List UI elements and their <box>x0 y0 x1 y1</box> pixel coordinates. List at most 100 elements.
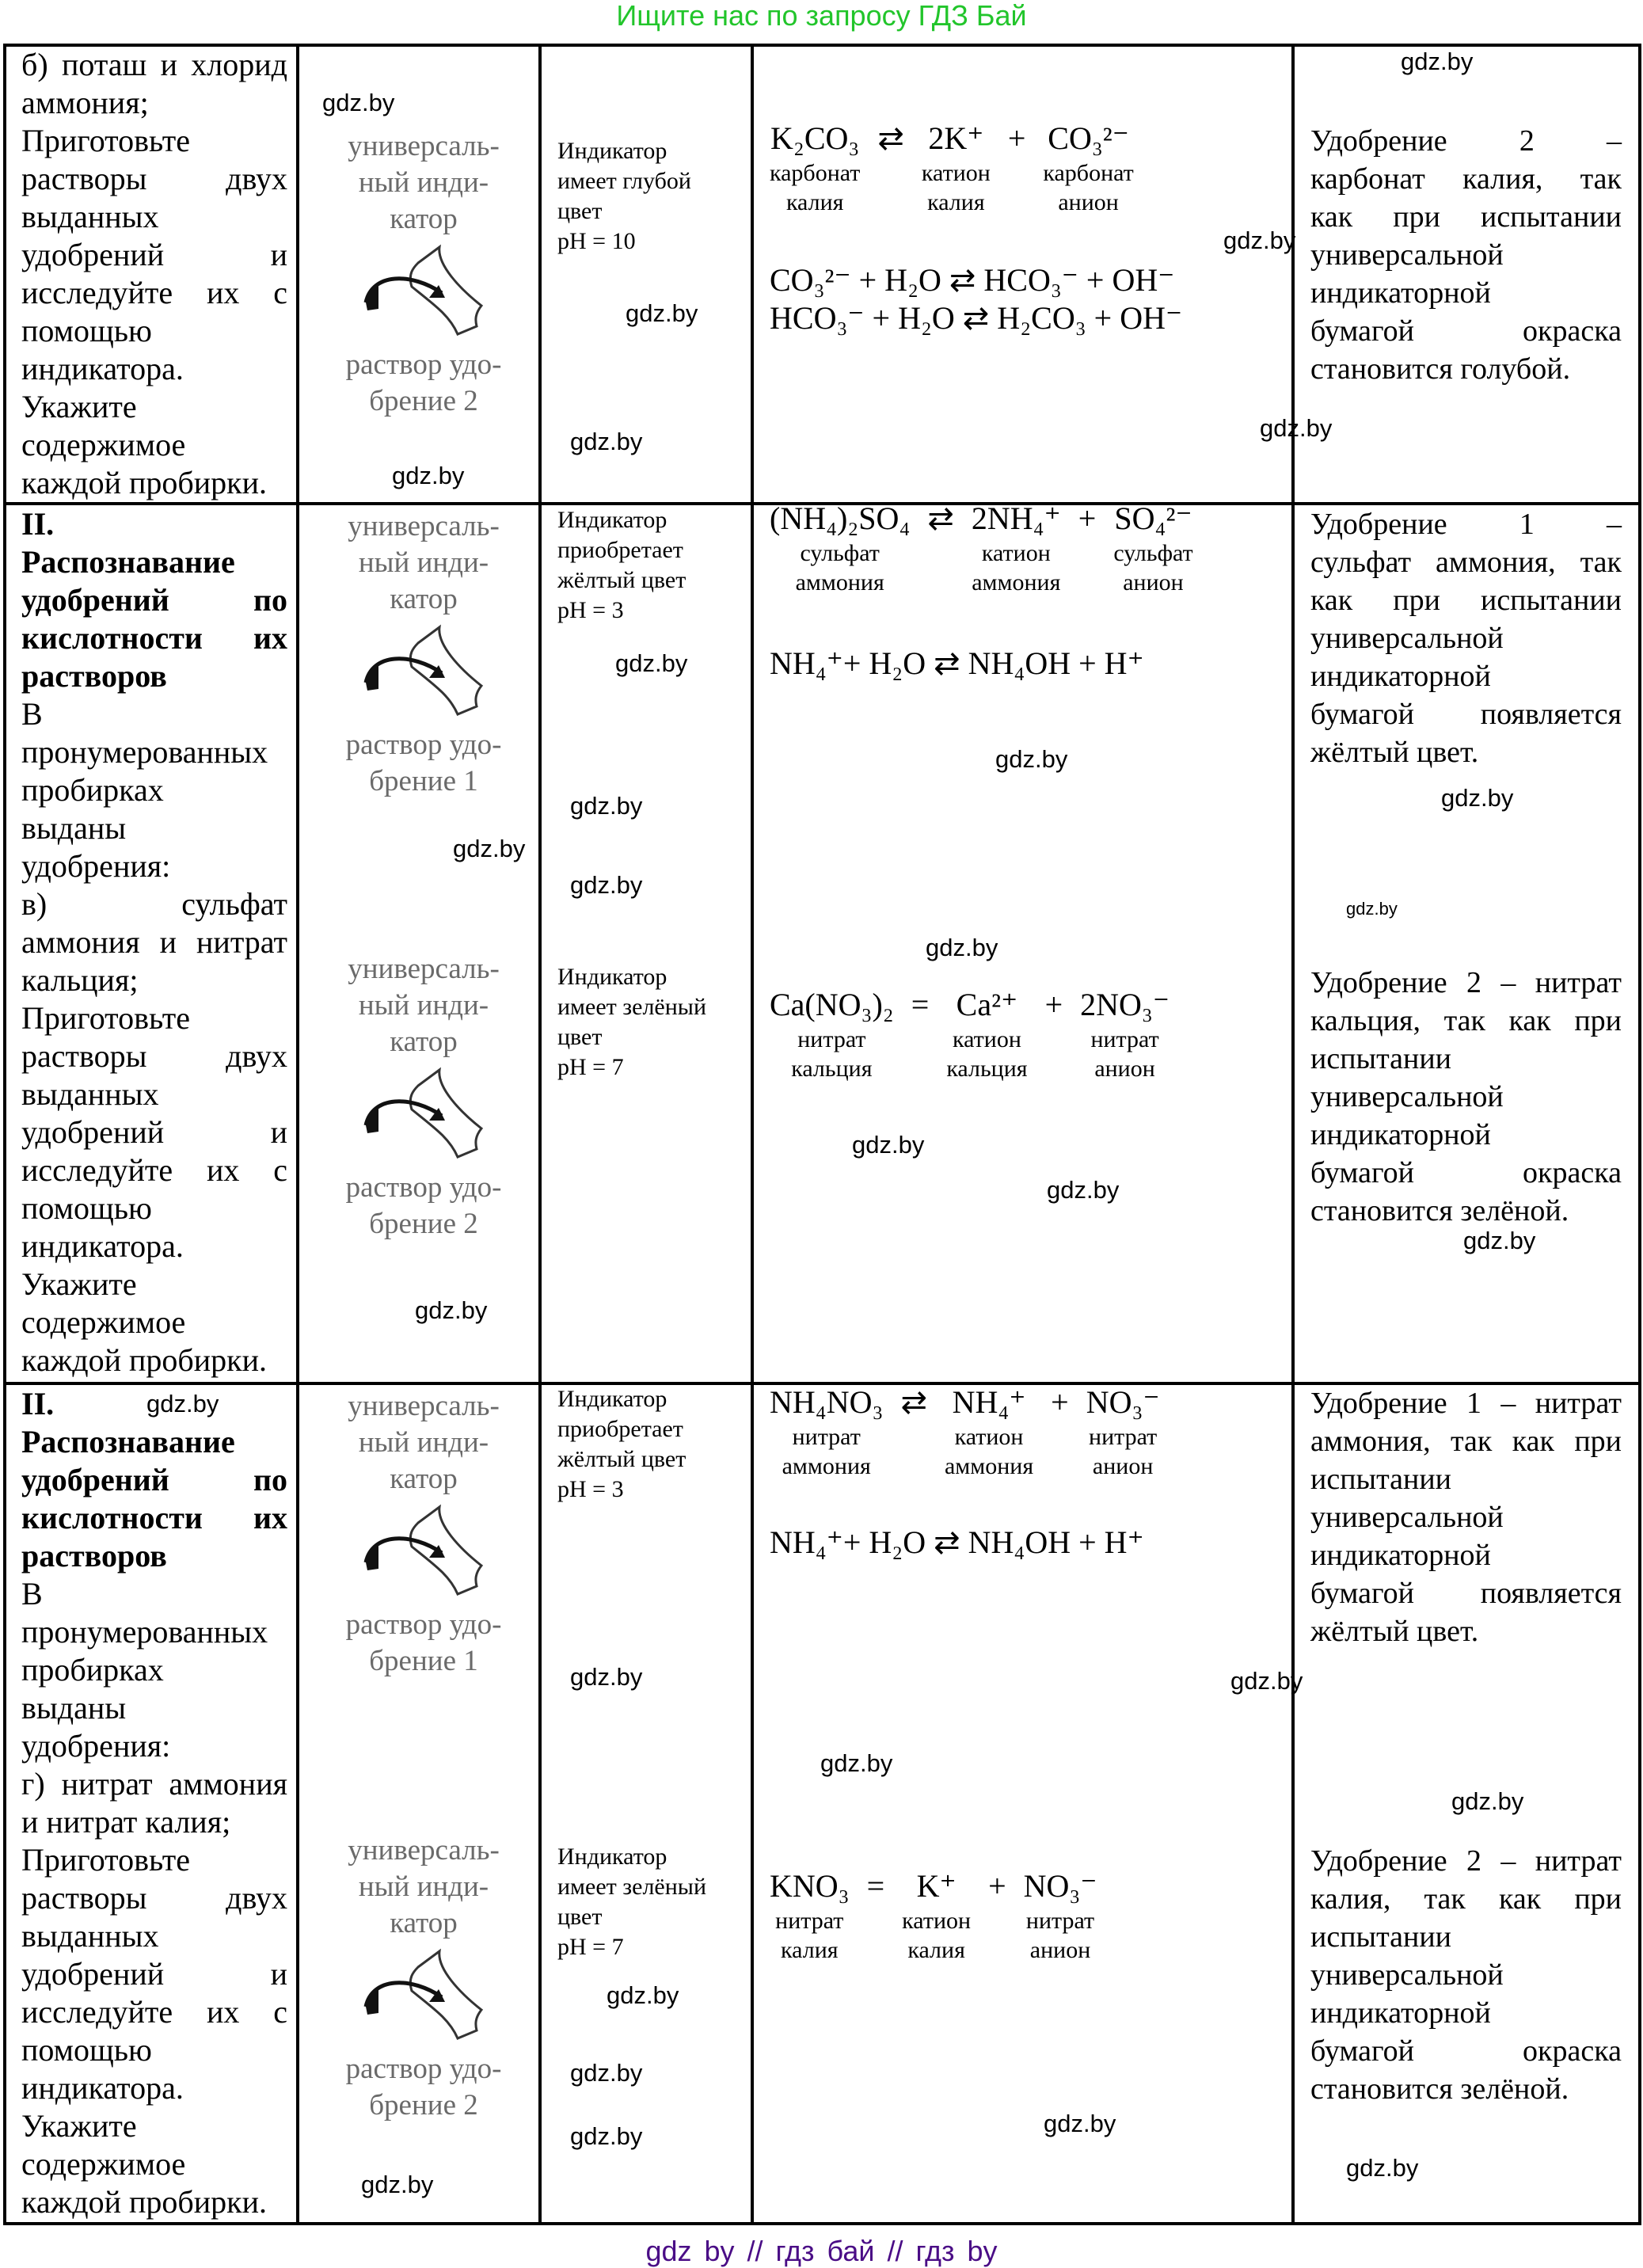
formula-label: сульфат <box>1113 540 1193 566</box>
task-line: каждой пробирки. <box>21 2184 267 2220</box>
solution-caption: раствор удо- <box>345 2053 502 2085</box>
conclusion-line: универсальной <box>1310 1958 1504 1992</box>
task-line: растворы двух <box>21 1880 287 1916</box>
watermark: gdz.by <box>415 1296 488 1324</box>
task-line: содержимое <box>21 2146 186 2182</box>
equation-row: Ca(NO₃)₂ нитрат кальция = Ca²⁺ катион кальция +… <box>770 985 1169 1083</box>
equation-operator: + <box>1007 120 1026 156</box>
formula-label: кальция <box>946 1056 1028 1082</box>
search-banner[interactable]: Ищите нас по запросу ГДЗ Бай <box>616 0 1027 32</box>
equation-term: 2NH₄⁺ катион аммония <box>972 499 1061 597</box>
equation-term: NH₄⁺ катион аммония <box>945 1383 1033 1481</box>
equation-term: NO₃⁻ нитрат анион <box>1086 1383 1160 1481</box>
observation-line: Индикатор <box>557 507 667 533</box>
watermark: gdz.by <box>392 462 465 489</box>
conclusion: Удобрение 1 – нитрат аммония, так как при… <box>1310 1384 1622 1650</box>
task-line: аммония и нитрат <box>21 924 287 960</box>
conclusion-line: универсальной <box>1310 1501 1504 1534</box>
equation-row: K₂CO₃ карбонат калия ⇄ 2K⁺ катион калия + CO₃²⁻ к… <box>770 119 1134 217</box>
observation-line: pH = 7 <box>557 1054 624 1080</box>
task-title-line: II. <box>21 1386 55 1421</box>
formula: NO₃⁻ <box>1023 1868 1097 1904</box>
task-title-line: кислотности их <box>21 1500 287 1535</box>
indicator-strip-arrow-icon <box>309 1501 538 1596</box>
observation-line: цвет <box>557 1024 603 1050</box>
equation-row: NH₄NO₃ нитрат аммония ⇄ NH₄⁺ катион аммония + NO… <box>770 1383 1160 1481</box>
task-line: индикатора. <box>21 351 184 386</box>
task-line: индикатора. <box>21 1228 184 1264</box>
task-line: г) нитрат аммония <box>21 1766 287 1802</box>
column-divider <box>1638 44 1641 2225</box>
observation-line: Индикатор <box>557 138 667 164</box>
equation-term: Ca²⁺ катион кальция <box>946 985 1027 1083</box>
hydrolysis-line: NH₄⁺+ H₂O ⇄ NH₄OH + H⁺ <box>770 645 1144 681</box>
watermark: gdz.by <box>570 2122 643 2150</box>
solution-caption: раствор удо- <box>345 729 502 761</box>
indicator-picture: универсаль-ный инди-катор раствор удо-бре… <box>309 1832 538 2124</box>
solution-caption: брение 2 <box>369 1208 478 1240</box>
equation-term: 2K⁺ катион калия <box>922 119 991 217</box>
watermark: gdz.by <box>1346 2154 1419 2182</box>
task-title-line: Распознавание <box>21 1424 235 1459</box>
task-line: каждой пробирки. <box>21 1342 267 1378</box>
formula-label: анион <box>1029 1937 1091 1963</box>
observation: Индикатор приобретает жёлтый цвет pH = 3 <box>557 505 747 626</box>
picture-caption: катор <box>390 583 458 615</box>
observation: Индикатор имеет зелёный цвет pH = 7 <box>557 1842 747 1962</box>
observation-line: имеет глубой <box>557 168 691 194</box>
indicator-strip-arrow-icon <box>309 241 538 336</box>
observation-line: pH = 10 <box>557 228 636 254</box>
task-line: Приготовьте <box>21 123 190 158</box>
formula-label: калия <box>781 1937 839 1963</box>
observation: Индикатор приобретает жёлтый цвет pH = 3 <box>557 1384 747 1505</box>
observation-line: цвет <box>557 1904 603 1930</box>
task-line: помощью <box>21 313 152 348</box>
formula: 2NH₄⁺ <box>971 500 1061 536</box>
observation-line: приобретает <box>557 537 683 563</box>
task-line: удобрения: <box>21 848 171 884</box>
watermark: gdz.by <box>626 299 698 327</box>
conclusion: Удобрение 2 – нитрат кальция, так как при… <box>1310 964 1622 1230</box>
watermark: gdz.by <box>1346 899 1398 919</box>
task-line: выданных <box>21 199 159 234</box>
formula-label: аммония <box>944 1453 1034 1479</box>
task-line: выданных <box>21 1918 159 1954</box>
observation-line: Индикатор <box>557 1386 667 1412</box>
equation-term: K₂CO₃ карбонат калия <box>770 119 860 217</box>
task-line: исследуйте их с <box>21 1152 287 1188</box>
observation-line: имеет зелёный <box>557 1874 706 1900</box>
equation-operator: ⇄ <box>927 500 954 536</box>
task-cell: II. Распознавание удобрений по кислотности … <box>21 1385 287 2221</box>
conclusion-line: кальция, так как при <box>1310 1004 1622 1037</box>
task-line: удобрений и <box>21 1956 287 1992</box>
observation-line: Индикатор <box>557 964 667 990</box>
formula-label: катион <box>921 160 991 186</box>
watermark: gdz.by <box>570 871 643 899</box>
formula-label: катион <box>954 1424 1024 1450</box>
conclusion-line: бумагой окраска <box>1310 2034 1622 2068</box>
observation-line: pH = 3 <box>557 597 624 623</box>
footer-links[interactable]: gdz by // гдз бай // гдз by <box>645 2235 998 2267</box>
task-line: исследуйте их с <box>21 275 287 310</box>
picture-caption: ный инди- <box>358 166 489 199</box>
conclusion-line: аммония, так как при <box>1310 1425 1622 1458</box>
picture-caption: ный инди- <box>358 1426 489 1459</box>
watermark: gdz.by <box>1044 2110 1116 2137</box>
task-line: и нитрат калия; <box>21 1804 231 1840</box>
task-line: удобрения: <box>21 1728 171 1764</box>
watermark: gdz.by <box>1230 1667 1303 1695</box>
observation: Индикатор имеет глубой цвет pH = 10 <box>557 136 747 257</box>
watermark: gdz.by <box>615 649 688 677</box>
conclusion-line: становится зелёной. <box>1310 2072 1569 2106</box>
task-line: кальция; <box>21 962 139 998</box>
column-divider <box>538 44 542 2225</box>
watermark: gdz.by <box>607 1981 679 2009</box>
watermark: gdz.by <box>322 89 395 116</box>
task-line: удобрений и <box>21 1114 287 1150</box>
hydrolysis-equations: NH₄⁺+ H₂O ⇄ NH₄OH + H⁺ <box>770 1524 1144 1562</box>
task-line: Приготовьте <box>21 1842 190 1878</box>
hydrolysis-line: HCO₃⁻ + H₂O ⇄ H₂CO₃ + OH⁻ <box>770 300 1183 336</box>
formula-label: нитрат <box>1089 1424 1158 1450</box>
picture-caption: универсаль- <box>348 1390 500 1422</box>
task-line: пробирках <box>21 1652 164 1688</box>
